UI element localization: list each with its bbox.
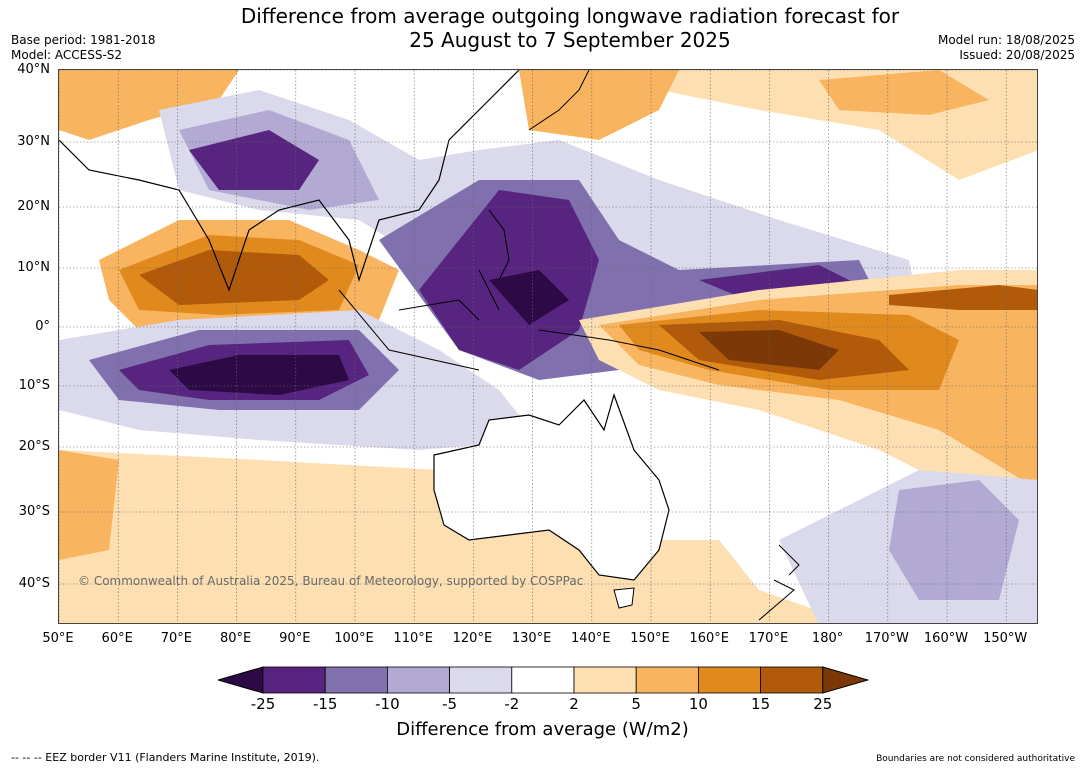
colorbar-tick-label: -25 [250,695,276,713]
anomaly-region-negative-south-asia-strong [189,130,319,190]
lon-label: 80°E [219,631,252,646]
colorbar-segment [511,666,575,694]
land-outline-japan [528,70,590,131]
meta-left: Base period: 1981-2018 Model: ACCESS-S2 [11,33,156,63]
colorbar-tick-label: 5 [631,695,641,713]
chart-title: Difference from average outgoing longwav… [0,4,1085,52]
colorbar-tick-label: 25 [813,695,833,713]
colorbar-tick-label: -5 [442,695,458,713]
land-outline-philippines [488,209,510,281]
colorbar-segment [697,666,761,694]
anomaly-region-positive-north [59,70,1037,180]
anomaly-region-positive-indian-ocean-strong [139,250,329,305]
lon-label: 150°W [983,631,1028,646]
anomaly-region-positive-north-east [819,70,989,115]
colorbar-extend-high [822,666,870,694]
colorbar-tick-label: 15 [751,695,771,713]
anomaly-region-positive-pacific-east-band [889,285,1037,310]
colorbar-extend-low [218,666,264,694]
lat-label: 0° [35,319,50,334]
lat-label: 10°S [18,378,50,393]
title-line-1: Difference from average outgoing longwav… [240,4,900,28]
lon-label: 50°E [42,631,74,646]
colorbar-segment [449,666,513,694]
copyright-note: © Commonwealth of Australia 2025, Bureau… [78,574,584,588]
colorbar-tick-label: 2 [569,695,579,713]
lat-label: 20°N [17,199,50,214]
lon-label: 60°E [101,631,133,646]
lon-label: 170°E [748,631,789,646]
anomaly-map [59,70,1037,623]
anomaly-region-positive-southern-strong [59,450,119,560]
colorbar-segment [324,666,388,694]
colorbar-segment [262,666,326,694]
lat-label: 10°N [17,260,50,275]
lat-label: 30°S [18,504,50,519]
lon-label: 100°E [334,631,374,646]
model-name: Model: ACCESS-S2 [11,48,123,62]
model-run: Model run: 18/08/2025 [937,33,1075,47]
colorbar-segment [386,666,450,694]
colorbar-tick-label: 10 [688,695,708,713]
lon-label: 170°W [864,631,909,646]
anomaly-region-negative-indian-south-core [169,355,349,395]
land-outline-tasmania [613,587,635,609]
colorbar-label: Difference from average (W/m2) [396,719,689,740]
lon-label: 160°W [923,631,969,646]
colorbar-tick-label: -15 [312,695,338,713]
land-outline-indonesia [338,269,720,371]
colorbar-tick-label: -10 [375,695,400,713]
lat-label: 40°N [17,62,50,77]
colorbar-tick-label: -2 [504,695,520,713]
title-line-2: 25 August to 7 September 2025 [409,28,731,52]
boundaries-note: Boundaries are not considered authoritat… [876,754,1075,764]
graticule [59,70,1037,623]
lon-label: 140°E [571,631,611,646]
land-outline-new-zealand [758,544,800,621]
lon-label: 110°E [393,631,433,646]
lon-label: 150°E [630,631,670,646]
anomaly-region-positive-pacific-core [699,330,839,370]
colorbar [218,666,870,694]
lon-label: 70°E [160,631,193,646]
map-panel [58,69,1038,624]
colorbar-segment [635,666,699,694]
base-period: Base period: 1981-2018 [11,33,156,47]
lat-label: 20°S [18,439,50,454]
lon-label: 90°E [279,631,311,646]
meta-right: Model run: 18/08/2025 Issued: 20/08/2025 [938,33,1075,63]
lon-label: 160°E [689,631,729,646]
eez-note: -- -- -- EEZ border V11 (Flanders Marine… [11,751,320,764]
anomaly-region-positive-northwest [59,70,239,140]
land-outline-australia [433,393,670,581]
lon-label: 180° [811,631,844,646]
lat-label: 40°S [18,576,50,591]
lon-label: 130°E [511,631,552,646]
lon-label: 120°E [452,631,493,646]
anomaly-region-negative-southeast-mid [889,480,1019,600]
issued-date: Issued: 20/08/2025 [959,48,1075,62]
colorbar-segment [760,666,824,694]
lat-label: 30°N [17,134,50,149]
anomaly-region-negative-core [489,270,569,325]
anomaly-region-positive-north-strong [519,70,679,140]
anomaly-region-positive-southern [59,450,854,623]
land-outline-asia [59,70,520,292]
colorbar-segment [573,666,637,694]
